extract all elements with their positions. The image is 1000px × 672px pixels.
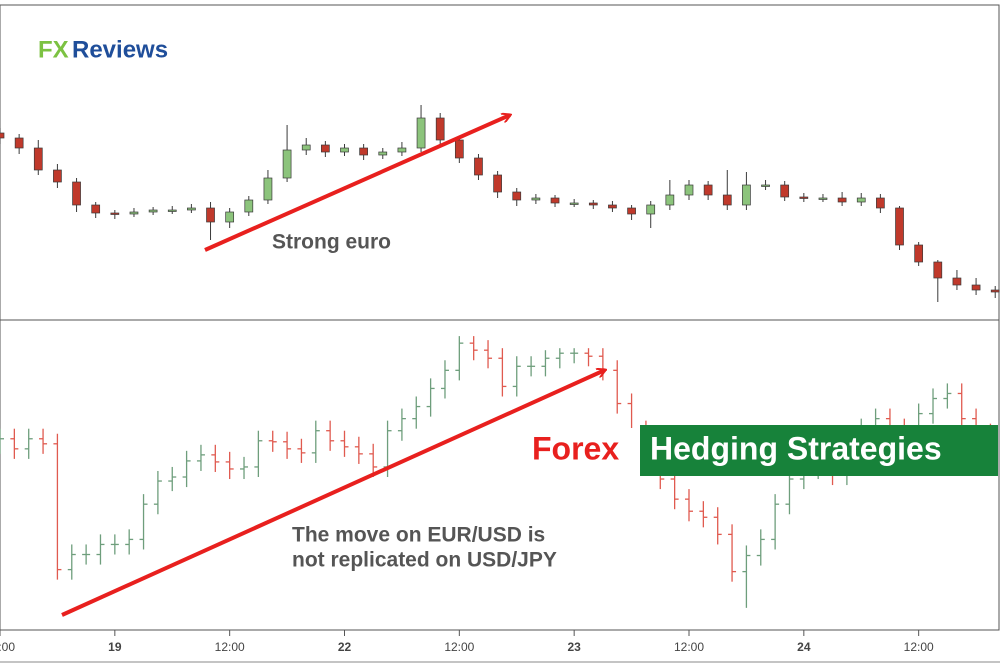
candle-body <box>703 184 713 196</box>
candle-body <box>837 197 847 203</box>
candle-body <box>588 202 598 206</box>
candle-body <box>569 202 579 205</box>
banner-box <box>640 425 998 476</box>
x-tick-label: 19 <box>108 640 122 654</box>
arrow <box>61 370 605 617</box>
candle-body <box>91 204 101 214</box>
candle-body <box>263 177 273 201</box>
candle-body <box>397 147 407 153</box>
candle-body <box>435 117 445 141</box>
candle-body <box>780 184 790 198</box>
candle-body <box>378 151 388 156</box>
x-tick-label: 12:00 <box>674 640 704 654</box>
candle-body <box>895 207 904 246</box>
annotation: not replicated on USD/JPY <box>292 549 557 572</box>
x-tick-label: 12:00 <box>444 640 474 654</box>
candle-body <box>914 244 924 263</box>
candle-body <box>53 169 62 183</box>
candle-body <box>129 211 139 215</box>
candle-body <box>301 144 311 151</box>
candle-body <box>971 284 981 291</box>
candle-body <box>876 197 885 209</box>
candle-body <box>225 211 235 223</box>
candle-body <box>33 147 43 171</box>
candle-body <box>474 157 483 176</box>
annotation: The move on EUR/USD is <box>292 524 545 547</box>
candle-body <box>856 197 866 203</box>
candle-body <box>761 184 770 187</box>
x-tick-label: 22 <box>338 640 352 654</box>
candle-body <box>454 139 464 159</box>
candle-body <box>684 184 694 196</box>
candle-body <box>818 197 828 200</box>
candle-body <box>990 289 1000 293</box>
candle-body <box>512 191 522 201</box>
candle-body <box>799 196 809 199</box>
candle-body <box>0 132 5 139</box>
candle-body <box>627 207 636 215</box>
candle-body <box>282 149 292 179</box>
banner-word: Forex <box>532 430 619 466</box>
candle-body <box>72 181 81 206</box>
candle-body <box>608 204 617 209</box>
arrow <box>204 115 510 252</box>
banner-title: Hedging Strategies <box>650 430 942 466</box>
bottom-panel <box>0 319 1000 631</box>
candle-body <box>187 207 196 211</box>
x-tick-label: 12:00 <box>215 640 245 654</box>
logo-name: Reviews <box>72 36 168 63</box>
candle-body <box>167 209 177 212</box>
candle-body <box>416 117 426 149</box>
candle-body <box>531 197 541 201</box>
candle-body <box>244 199 254 213</box>
logo-mark: FX <box>38 36 69 63</box>
x-tick-label: 12:00 <box>0 640 15 654</box>
x-tick-label: 12:00 <box>904 640 934 654</box>
candle-body <box>646 204 656 215</box>
candle-body <box>340 147 349 153</box>
candle-body <box>722 194 732 206</box>
candle-body <box>550 197 560 204</box>
candle-body <box>493 174 502 193</box>
x-tick-label: 24 <box>797 640 811 654</box>
x-tick-label: 23 <box>567 640 581 654</box>
candle-body <box>933 261 943 279</box>
candle-body <box>742 184 751 206</box>
candle-body <box>110 212 120 215</box>
candle-body <box>359 147 368 156</box>
candle-body <box>952 277 962 286</box>
candle-body <box>206 207 215 223</box>
candle-body <box>14 137 24 149</box>
banner-bg <box>528 428 636 472</box>
candle-body <box>321 144 330 153</box>
annotation: Strong euro <box>272 231 391 254</box>
candle-body <box>665 194 675 206</box>
candle-body <box>148 209 158 213</box>
